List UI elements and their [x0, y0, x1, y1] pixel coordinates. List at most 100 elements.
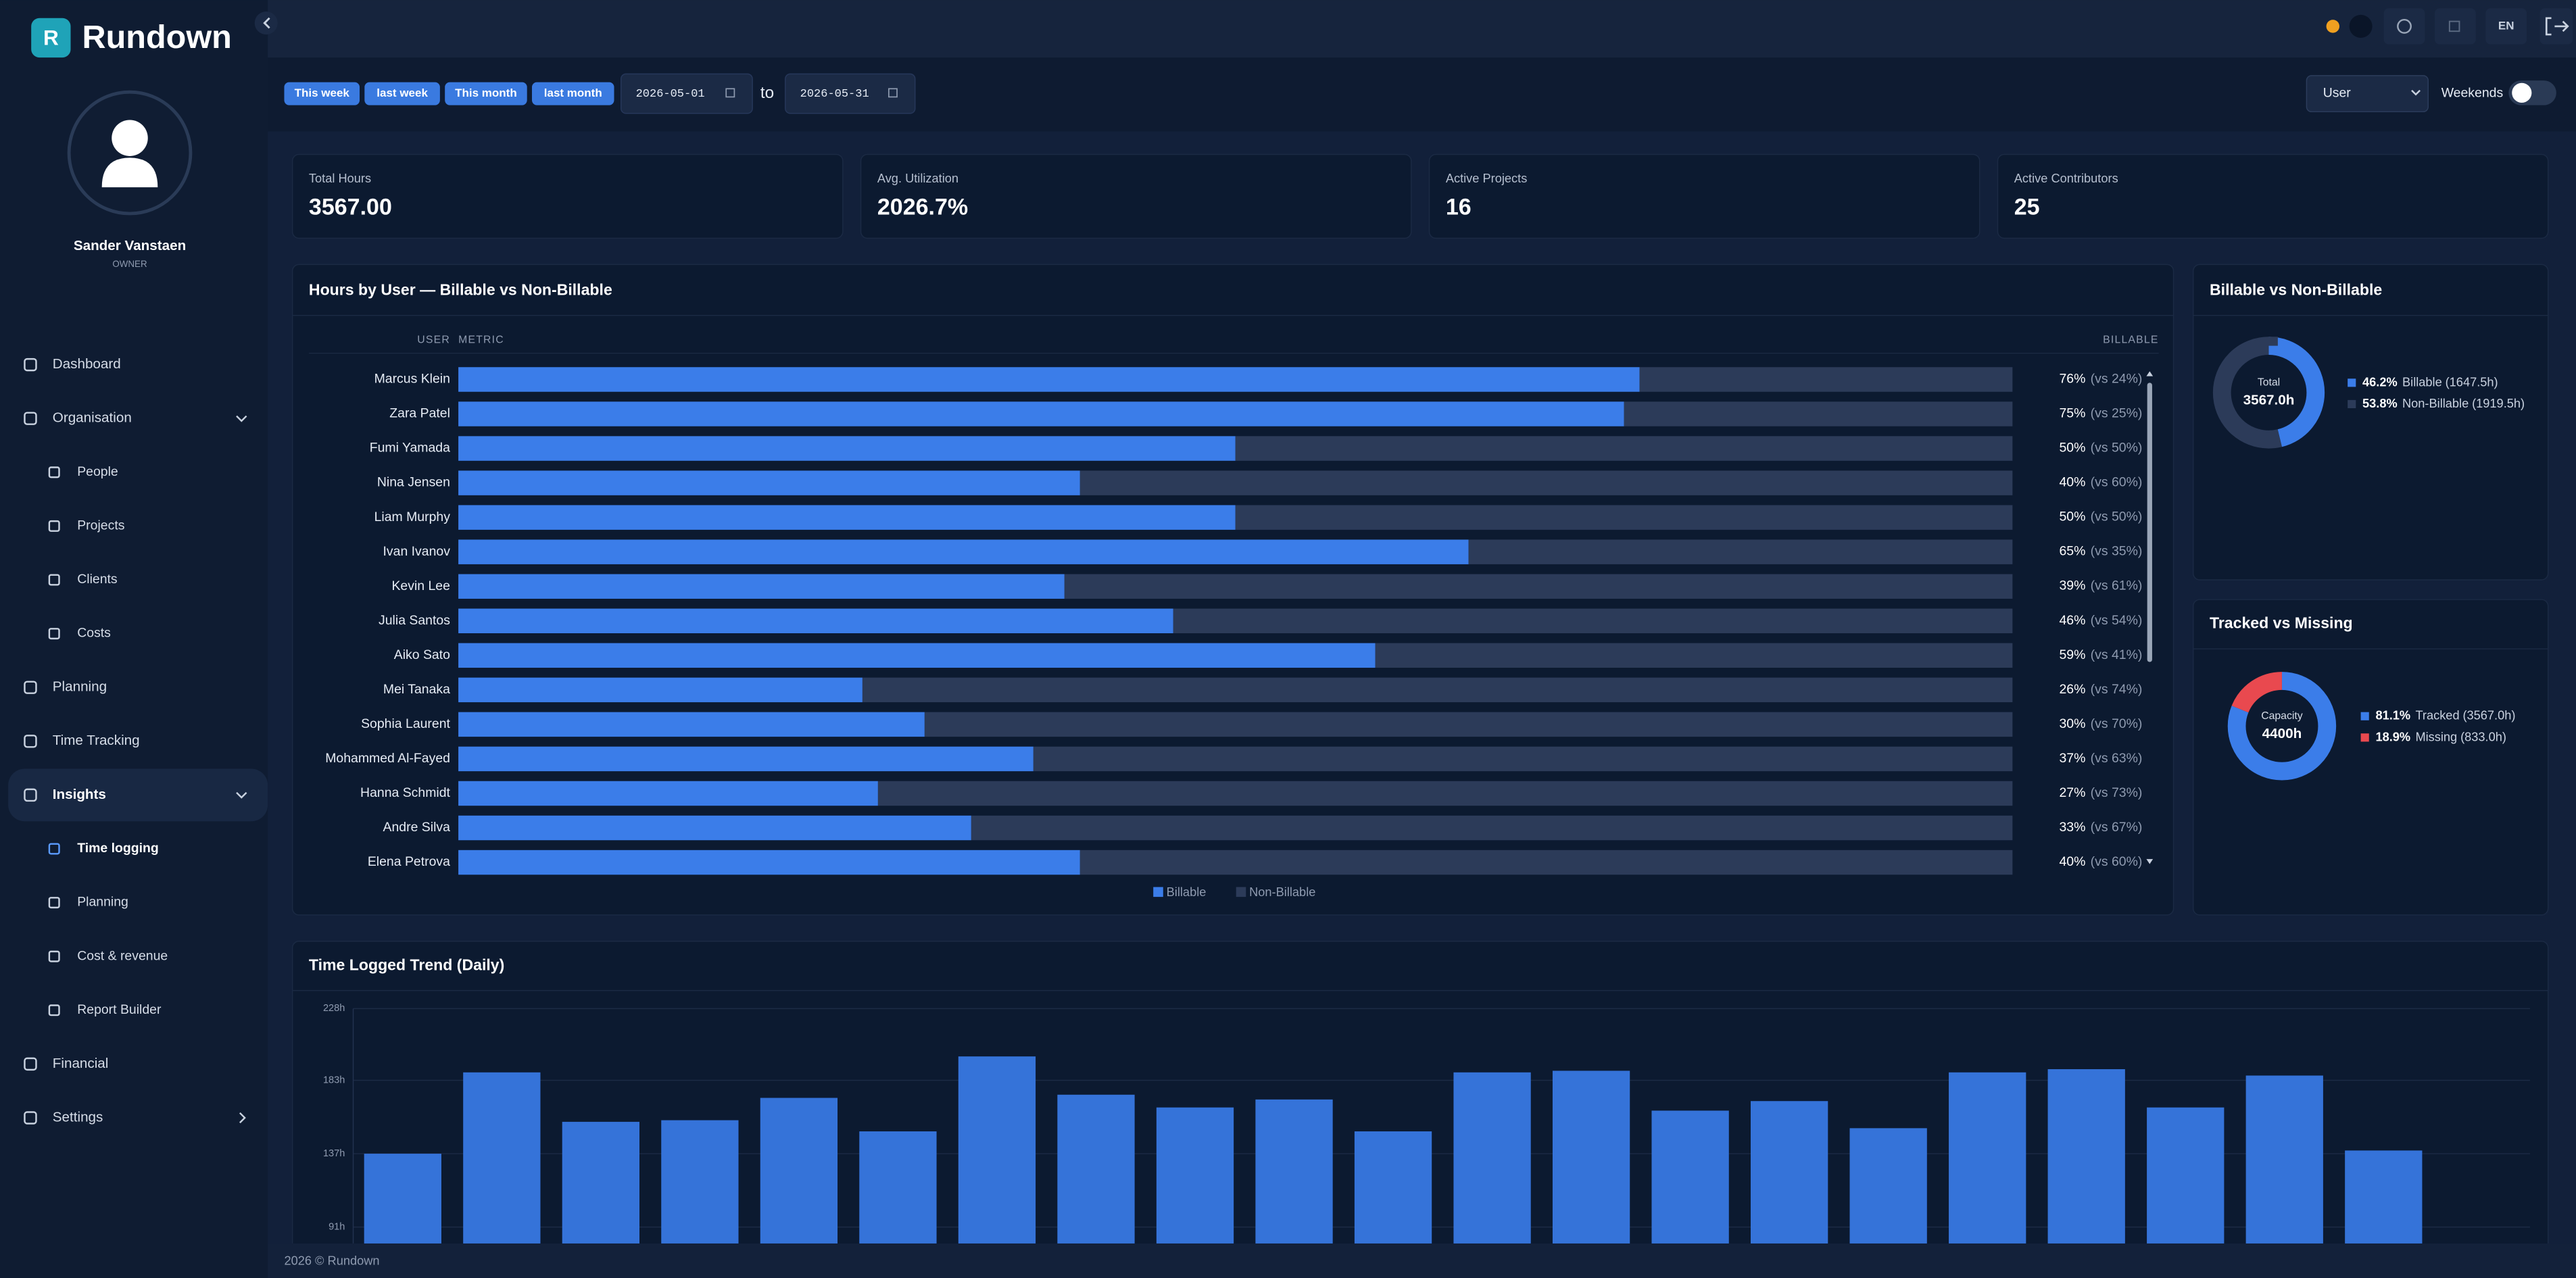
legend-label[interactable]: Billable: [1167, 885, 1207, 899]
nav-item[interactable]: Settings: [53, 1109, 103, 1125]
refresh-button[interactable]: [2383, 8, 2425, 45]
bar: [1849, 1128, 1927, 1249]
bar-value-label: 50% (vs 50%): [2059, 510, 2142, 524]
row-label: Zara Patel: [389, 406, 450, 421]
group-by-select[interactable]: [2306, 75, 2429, 113]
y-tick-label: 91h: [329, 1221, 345, 1232]
y-tick-label: 137h: [323, 1148, 345, 1159]
theme-toggle[interactable]: [2349, 14, 2373, 38]
nav-item[interactable]: Dashboard: [53, 356, 121, 372]
preset-button[interactable]: [364, 82, 440, 105]
date-to-input[interactable]: [785, 73, 916, 114]
nav-icon: [48, 950, 60, 962]
nav-icon: [48, 628, 60, 640]
bar: [2245, 1075, 2323, 1249]
bar: [463, 1072, 541, 1249]
bar-value-label: 75% (vs 25%): [2059, 406, 2142, 421]
bar-value-label: 40% (vs 60%): [2059, 475, 2142, 490]
footer-text: 2026 © Rundown: [284, 1254, 379, 1267]
bar-value-label: 27% (vs 73%): [2059, 785, 2142, 800]
nav-subitem[interactable]: Report Builder: [77, 1002, 162, 1017]
brand-name: Rundown: [82, 19, 232, 55]
nav-item[interactable]: Time Tracking: [53, 733, 140, 748]
avatar-body: [101, 157, 158, 188]
date-from: 2026-05-01: [636, 88, 705, 101]
billable-percent: 76%: [2059, 372, 2085, 387]
kpi-card: [1428, 153, 1980, 239]
legend-detail: (1919.5h): [2472, 397, 2525, 410]
row-label: Mohammed Al-Fayed: [325, 751, 450, 766]
comparison-percent: (vs 50%): [2091, 510, 2143, 524]
fullscreen-icon: [2448, 20, 2460, 32]
legend-swatch: [1153, 887, 1163, 898]
nav-subitem[interactable]: Cost & revenue: [77, 948, 168, 963]
fullscreen-button[interactable]: [2434, 8, 2476, 45]
language-button[interactable]: [2485, 8, 2527, 45]
billable-percent: 37%: [2059, 751, 2085, 766]
preset-button[interactable]: [445, 82, 527, 105]
bar-segment: [1079, 470, 2013, 495]
bar-segment: [458, 677, 862, 703]
nav-chevron: [236, 791, 247, 799]
bar-segment: [458, 367, 1640, 392]
kpi-label: Avg. Utilization: [877, 172, 958, 185]
bar-segment: [1235, 436, 2013, 461]
bar-segment: [458, 850, 1080, 875]
nav-subitem[interactable]: Costs: [77, 626, 111, 641]
legend-name: Missing: [2415, 730, 2457, 743]
comparison-percent: (vs 41%): [2091, 647, 2143, 662]
comparison-percent: (vs 73%): [2091, 785, 2143, 800]
legend-entry: 18.9% Missing (833.0h): [2375, 730, 2506, 743]
bar-segment: [1235, 505, 2013, 530]
preset-button[interactable]: [531, 82, 614, 105]
user-role: OWNER: [112, 259, 147, 269]
bar-segment: [458, 470, 1080, 495]
kpi-value: 2026.7%: [877, 195, 968, 220]
preset-button[interactable]: [284, 82, 360, 105]
legend-detail: (833.0h): [2460, 730, 2506, 743]
legend-swatch: [2348, 378, 2356, 387]
row-label: Kevin Lee: [391, 579, 449, 593]
bar: [1255, 1099, 1333, 1249]
nav-subitem[interactable]: Projects: [77, 518, 124, 533]
billable-percent: 50%: [2059, 441, 2085, 456]
column-header: BILLABLE: [2103, 334, 2159, 345]
legend-swatch: [2360, 712, 2369, 720]
donut-center-label: Total: [2258, 377, 2280, 389]
chart-title: Time Logged Trend (Daily): [309, 956, 504, 973]
bar-segment: [458, 436, 1236, 461]
legend-label[interactable]: Non-Billable: [1249, 885, 1315, 899]
nav-subitem[interactable]: Clients: [77, 572, 118, 587]
row-label: Ivan Ivanov: [383, 544, 451, 559]
nav-subitem[interactable]: Planning: [77, 895, 128, 910]
kpi-label: Total Hours: [309, 172, 371, 185]
collapse-button[interactable]: [254, 11, 278, 35]
footer: [268, 1243, 2576, 1278]
bar-segment: [458, 781, 878, 806]
legend-percent: 53.8%: [2362, 397, 2398, 410]
scroll-up: [2146, 371, 2154, 376]
bar-value-label: 30% (vs 70%): [2059, 716, 2142, 731]
chart-title: Tracked vs Missing: [2210, 614, 2353, 632]
kpi-label: Active Contributors: [2014, 172, 2118, 185]
billable-percent: 40%: [2059, 475, 2085, 490]
nav-icon: [24, 1057, 37, 1071]
legend-swatch: [2360, 733, 2369, 742]
bar: [1651, 1110, 1729, 1249]
comparison-percent: (vs 63%): [2091, 751, 2143, 766]
nav-subitem[interactable]: People: [77, 464, 118, 479]
nav-icon: [24, 1111, 37, 1125]
nav-item[interactable]: Financial: [53, 1056, 109, 1071]
billable-percent: 50%: [2059, 510, 2085, 524]
legend-swatch: [1236, 887, 1246, 898]
nav-item[interactable]: Planning: [53, 679, 107, 695]
logo-letter: R: [43, 26, 59, 50]
bar-value-label: 39% (vs 61%): [2059, 579, 2142, 593]
nav-item[interactable]: Organisation: [53, 410, 132, 426]
row-label: Elena Petrova: [368, 854, 450, 869]
bar-segment: [458, 574, 1065, 599]
nav-item[interactable]: Insights: [53, 787, 106, 802]
nav-subitem[interactable]: Time logging: [77, 841, 159, 856]
date-from-input[interactable]: [620, 73, 753, 114]
